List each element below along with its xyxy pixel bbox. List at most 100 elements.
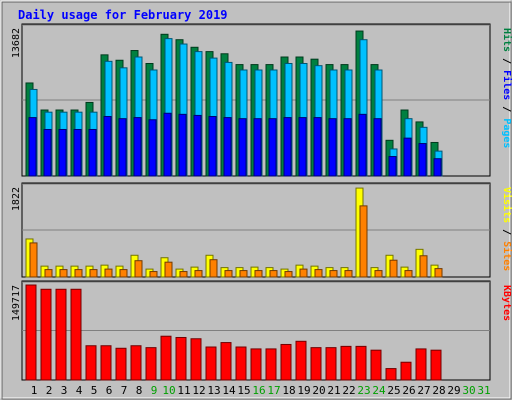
x-tick-label-day-22: 22	[342, 384, 355, 397]
bar-files-day-14	[223, 117, 232, 177]
bar-kbytes-day-25	[385, 368, 397, 381]
bar-sites-day-28	[434, 268, 443, 278]
bar-sites-day-22	[344, 270, 353, 278]
bar-kbytes-day-12	[190, 338, 202, 381]
bar-kbytes-day-3	[55, 288, 67, 381]
y-max-label: 1822	[11, 187, 22, 211]
bar-files-day-10	[163, 112, 172, 177]
x-tick-label-day-1: 1	[31, 384, 38, 397]
bar-files-day-4	[73, 128, 82, 177]
bar-kbytes-day-17	[265, 348, 277, 381]
legend-files: Files	[501, 70, 512, 100]
x-tick-label-day-27: 27	[417, 384, 430, 397]
bar-files-day-27	[418, 143, 427, 177]
legend-hits: Hits	[501, 28, 512, 52]
x-tick-label-day-12: 12	[192, 384, 205, 397]
x-tick-label-day-17: 17	[267, 384, 280, 397]
bar-files-day-22	[343, 118, 352, 177]
legend-separator: /	[501, 223, 512, 241]
bar-files-day-16	[253, 118, 262, 177]
panel-hits-files-pages: 13682 Hits / Files / Pages	[11, 23, 512, 177]
bar-sites-day-4	[74, 269, 83, 278]
bar-files-day-6	[103, 116, 112, 177]
bar-sites-day-17	[269, 270, 278, 278]
x-tick-label-day-3: 3	[61, 384, 68, 397]
bar-kbytes-day-8	[130, 345, 142, 381]
x-tick-label-day-11: 11	[177, 384, 190, 397]
bar-files-day-17	[268, 118, 277, 177]
x-tick-label-day-25: 25	[387, 384, 400, 397]
bar-files-day-23	[358, 113, 367, 177]
bar-kbytes-day-15	[235, 346, 247, 381]
x-tick-label-day-30: 30	[462, 384, 475, 397]
x-tick-label-day-18: 18	[282, 384, 295, 397]
x-tick-label-day-4: 4	[76, 384, 83, 397]
bar-files-day-11	[178, 113, 187, 177]
bar-sites-day-5	[89, 269, 98, 278]
bar-kbytes-day-7	[115, 347, 127, 381]
bar-kbytes-day-2	[40, 288, 52, 381]
x-tick-label-day-24: 24	[372, 384, 386, 397]
x-tick-label-day-2: 2	[46, 384, 53, 397]
bar-sites-day-24	[374, 270, 383, 278]
bar-kbytes-day-22	[340, 345, 352, 381]
bar-sites-day-12	[194, 270, 203, 278]
bar-files-day-1	[28, 117, 37, 177]
bar-sites-day-3	[59, 269, 68, 278]
x-tick-label-day-9: 9	[151, 384, 158, 397]
bar-sites-day-8	[134, 260, 143, 278]
x-tick-label-day-29: 29	[447, 384, 460, 397]
legend-pages: Pages	[501, 118, 512, 148]
bar-kbytes-day-14	[220, 342, 232, 381]
x-tick-label-day-10: 10	[162, 384, 175, 397]
legend: KBytes	[501, 285, 512, 321]
legend: Hits / Files / Pages	[501, 28, 512, 148]
bar-sites-day-18	[284, 271, 293, 278]
x-tick-label-day-15: 15	[237, 384, 250, 397]
bar-sites-day-1	[29, 242, 38, 278]
bar-kbytes-day-5	[85, 345, 97, 381]
x-tick-label-day-13: 13	[207, 384, 220, 397]
x-tick-label-day-28: 28	[432, 384, 445, 397]
bar-kbytes-day-18	[280, 343, 292, 381]
bar-files-day-15	[238, 118, 247, 177]
legend-sites: Sites	[501, 241, 512, 271]
bar-files-day-28	[433, 158, 442, 177]
panel-visits-sites: 1822 Visits / Sites	[11, 182, 512, 278]
bar-sites-day-25	[389, 259, 398, 278]
x-tick-label-day-19: 19	[297, 384, 310, 397]
bar-files-day-26	[403, 137, 412, 177]
bar-kbytes-day-4	[70, 288, 82, 381]
bar-sites-day-19	[299, 268, 308, 278]
bar-files-day-12	[193, 114, 202, 177]
bar-files-day-3	[58, 128, 67, 177]
bar-files-day-7	[118, 118, 127, 177]
bar-files-day-13	[208, 116, 217, 177]
bar-sites-day-13	[209, 259, 218, 278]
bar-kbytes-day-21	[325, 347, 337, 381]
x-tick-label-day-31: 31	[477, 384, 490, 397]
bar-kbytes-day-16	[250, 348, 262, 381]
legend-separator: /	[501, 100, 512, 118]
y-max-label: 149717	[11, 285, 22, 321]
bar-sites-day-10	[164, 261, 173, 278]
bar-sites-day-11	[179, 271, 188, 278]
bar-kbytes-day-27	[415, 348, 427, 381]
legend-kbytes: KBytes	[501, 285, 512, 321]
bar-files-day-18	[283, 117, 292, 177]
bar-sites-day-2	[44, 269, 53, 278]
bar-sites-day-26	[404, 270, 413, 278]
x-axis-labels: 1 2 3 4 5 6 7 8 9 10 11 12 13 14 15 16 17 18 19 20 21 22 23 24 2…	[31, 384, 491, 397]
bar-files-day-20	[313, 117, 322, 177]
bar-files-day-19	[298, 117, 307, 177]
x-tick-label-day-26: 26	[402, 384, 415, 397]
bar-sites-day-15	[239, 270, 248, 278]
bar-files-day-2	[43, 128, 52, 177]
y-max-label: 13682	[11, 28, 22, 58]
legend-separator: /	[501, 52, 512, 70]
x-tick-label-day-21: 21	[327, 384, 340, 397]
bar-sites-day-27	[419, 255, 428, 278]
x-tick-label-day-20: 20	[312, 384, 325, 397]
bar-kbytes-day-11	[175, 336, 187, 381]
